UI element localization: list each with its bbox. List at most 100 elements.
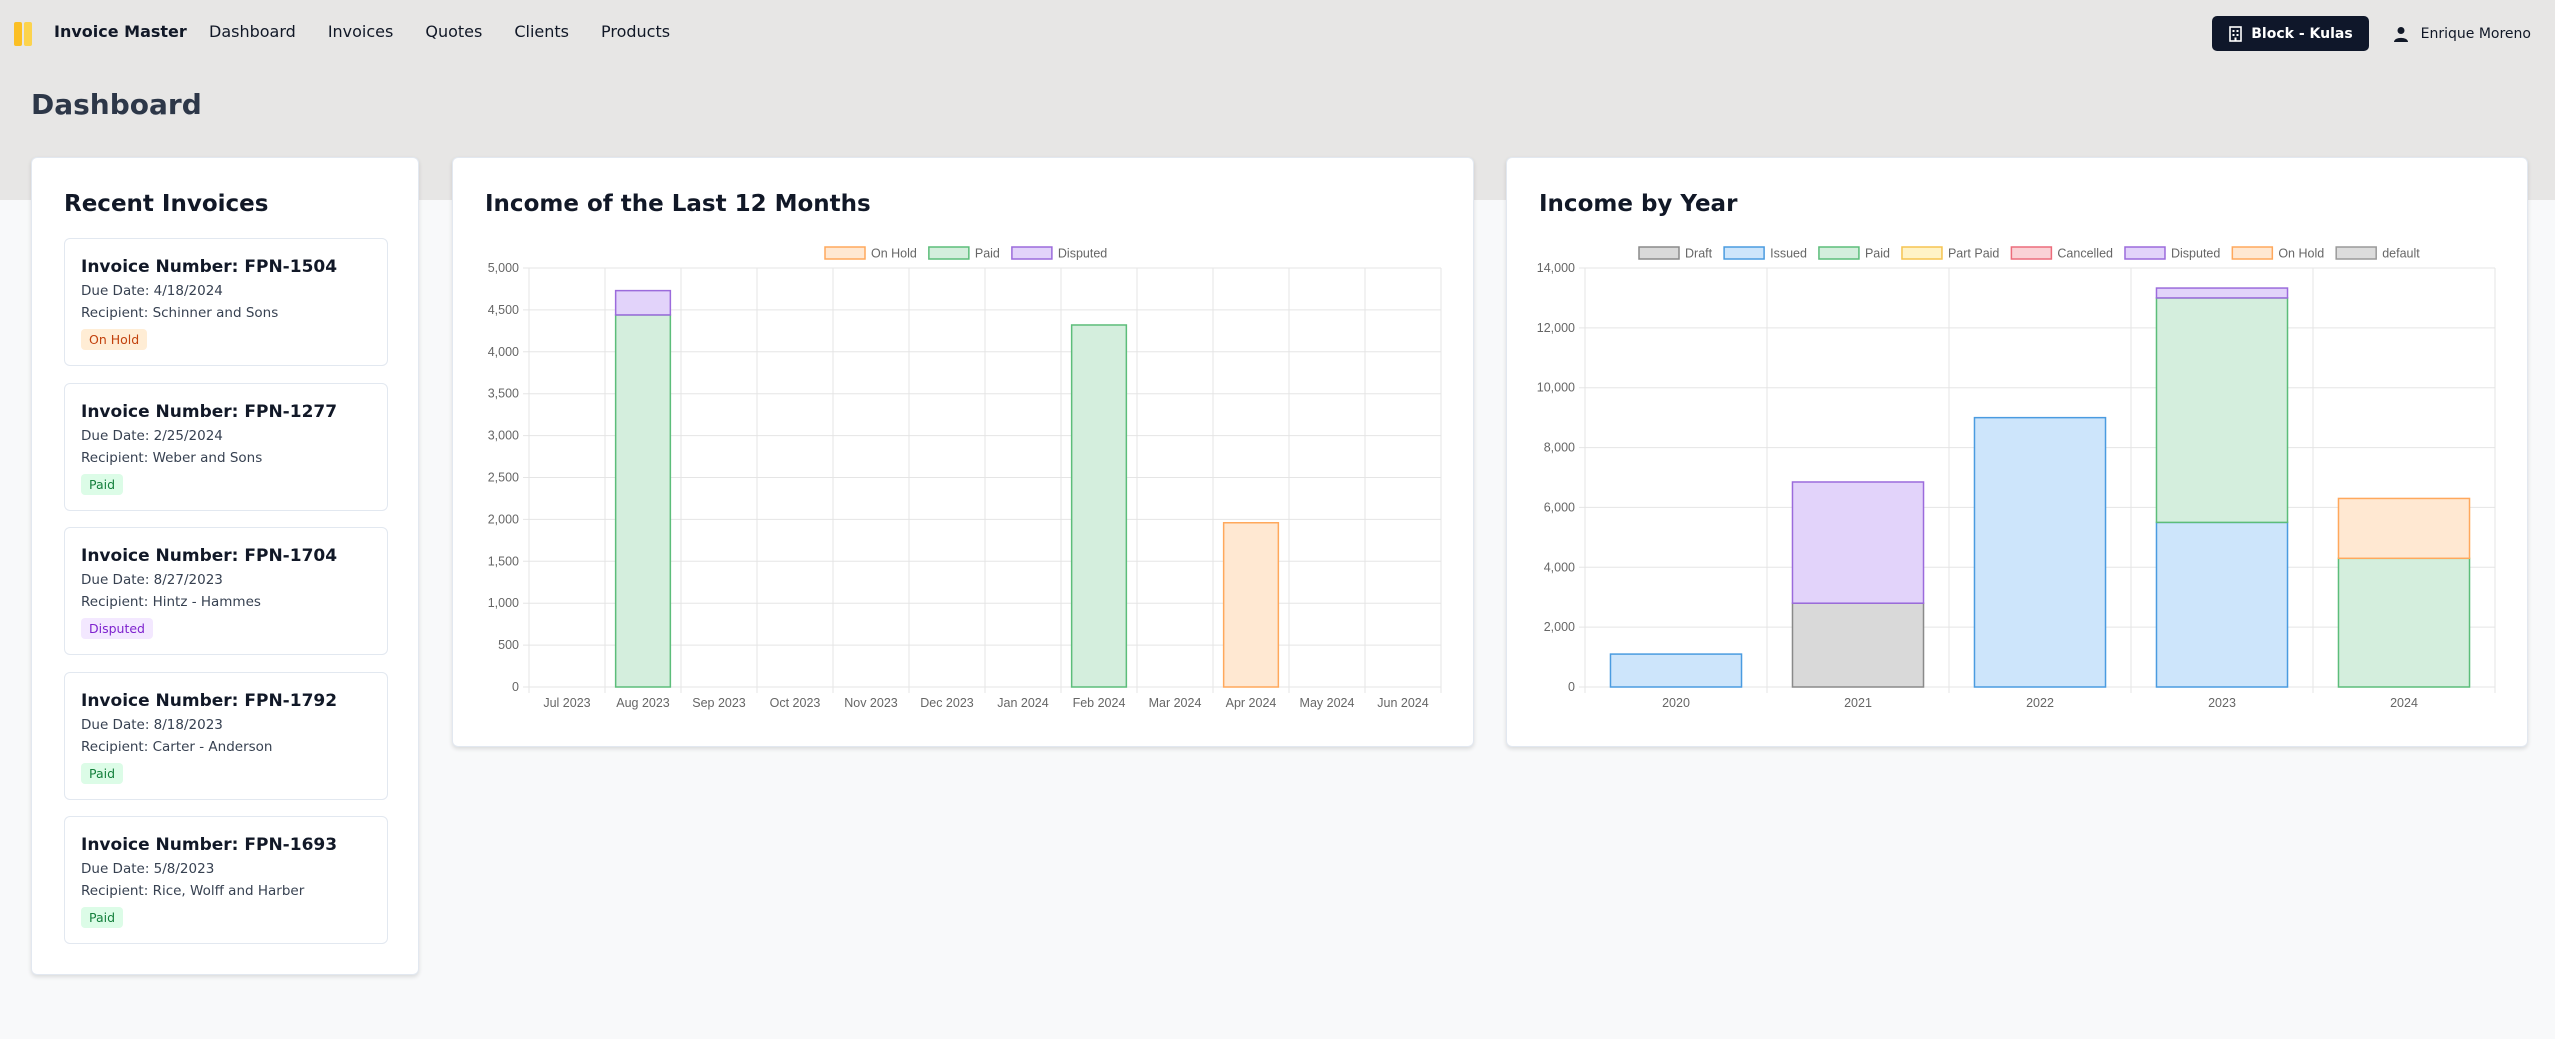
invoice-due-date: Due Date: 2/25/2024 [81,427,223,444]
legend-label: Cancelled [2057,247,2113,261]
recent-invoices-card: Recent Invoices Invoice Number: FPN-1504… [31,157,419,975]
invoice-number: Invoice Number: FPN-1693 [81,835,338,855]
status-badge: Paid [81,473,124,495]
invoice-recipient: Recipient: Weber and Sons [81,449,263,466]
invoice-number: Invoice Number: FPN-1704 [81,546,338,566]
bar-segment [2337,557,2471,688]
y-tick-label: 1,500 [488,554,519,568]
x-tick-label: 2022 [2026,696,2054,710]
bar-segment [2155,521,2289,688]
y-tick-label: 4,500 [488,303,519,317]
legend-label: On Hold [2278,247,2324,261]
page-title: Dashboard [31,88,202,121]
x-tick-label: Oct 2023 [770,696,821,710]
legend-label: Disputed [1058,247,1107,261]
app-brand[interactable]: Invoice Master [54,22,187,41]
bar-segment [2155,287,2289,299]
x-tick-label: Nov 2023 [844,696,898,710]
income-12-months-chart[interactable]: 0 500 1,000 1,500 2,000 2,500 3,000 3,500 4,000 4… [453,158,1475,748]
legend-swatch [1723,246,1765,260]
invoice-recipient: Recipient: Carter - Anderson [81,738,273,755]
x-tick-label: Jul 2023 [543,696,590,710]
legend-swatch [928,246,970,260]
organization-label: Block - Kulas [2251,25,2353,42]
bar-segment [2155,297,2289,524]
bar-segment [1222,522,1280,688]
invoice-due-date: Due Date: 5/8/2023 [81,861,215,877]
x-tick-label: Jun 2024 [1377,696,1428,710]
status-badge: Paid [81,762,124,784]
status-badge: Disputed [81,618,153,639]
nav-link-quotes[interactable]: Quotes [425,22,483,41]
legend-label: Issued [1770,247,1807,261]
x-tick-label: Apr 2024 [1226,696,1277,710]
y-tick-label: 3,500 [488,387,519,401]
y-tick-label: 2,500 [488,471,519,485]
nav-link-clients[interactable]: Clients [514,22,569,41]
invoice-recipient: Recipient: Schinner and Sons [81,305,279,321]
x-tick-label: 2023 [2208,696,2236,710]
y-tick-label: 1,000 [488,596,519,610]
legend-swatch [1901,246,1943,260]
y-tick-label: 0 [512,680,519,694]
invoice-due-date: Due Date: 4/18/2024 [81,283,223,299]
recent-invoices-title: Recent Invoices [64,191,269,217]
bar-segment [1791,481,1925,604]
y-tick-label: 2,000 [488,512,519,526]
x-tick-label: Feb 2024 [1073,696,1126,710]
invoice-list-item[interactable]: Invoice Number: FPN-1693 Due Date: 5/8/2… [64,816,388,944]
x-tick-label: Jan 2024 [997,696,1048,710]
app-logo-icon[interactable] [14,22,40,46]
bar-segment [2337,497,2471,560]
invoice-list-item[interactable]: Invoice Number: FPN-1504 Due Date: 4/18/… [64,238,388,366]
y-tick-label: 12,000 [1537,321,1575,335]
user-icon [2393,26,2408,42]
y-tick-label: 4,000 [488,345,519,359]
legend-swatch [2010,246,2053,260]
legend-label: Paid [1865,247,1890,261]
legend-swatch [2231,246,2274,260]
invoice-list-item[interactable]: Invoice Number: FPN-1704 Due Date: 8/27/… [64,527,388,655]
legend-swatch [2335,246,2377,260]
y-tick-label: 0 [1568,680,1575,694]
nav-link-dashboard[interactable]: Dashboard [209,22,296,41]
x-tick-label: Dec 2023 [920,696,974,710]
x-tick-label: Mar 2024 [1149,696,1202,710]
x-tick-label: May 2024 [1300,696,1355,710]
y-tick-label: 5,000 [488,261,519,275]
y-tick-label: 14,000 [1537,261,1575,275]
bar-segment [1791,602,1925,688]
invoice-number: Invoice Number: FPN-1504 [81,257,338,277]
x-tick-label: 2021 [1844,696,1872,710]
y-tick-label: 6,000 [1544,500,1575,514]
user-menu[interactable]: Enrique Moreno [2393,26,2531,42]
nav-link-products[interactable]: Products [601,22,671,41]
invoice-recipient: Recipient: Hintz - Hammes [81,594,261,610]
chart-title: Income of the Last 12 Months [485,191,871,217]
organization-button[interactable]: Block - Kulas [2212,16,2369,51]
income-last-12-months-card: Income of the Last 12 Months 0 500 1,000 1,… [452,157,1474,747]
invoice-list-item[interactable]: Invoice Number: FPN-1792 Due Date: 8/18/… [64,671,388,800]
legend-label: On Hold [871,247,917,261]
bar-segment [1070,324,1128,688]
bar-segment [614,314,672,688]
invoice-number: Invoice Number: FPN-1792 [81,690,338,711]
invoice-number: Invoice Number: FPN-1277 [81,401,338,422]
invoice-due-date: Due Date: 8/27/2023 [81,572,223,588]
status-badge: Paid [81,907,124,928]
bar-segment [1973,416,2107,688]
y-tick-label: 2,000 [1544,620,1575,634]
nav-link-invoices[interactable]: Invoices [327,22,394,41]
top-navbar: Invoice Master Dashboard Invoices Quotes… [0,0,2555,68]
x-tick-label: Sep 2023 [692,696,746,710]
legend-label: Part Paid [1948,247,1999,261]
invoice-recipient: Recipient: Rice, Wolff and Harber [81,883,305,899]
legend-label: Disputed [2171,247,2220,261]
invoice-list-item[interactable]: Invoice Number: FPN-1277 Due Date: 2/25/… [64,382,388,511]
user-name: Enrique Moreno [2420,25,2531,42]
building-icon [2229,25,2243,42]
status-badge: On Hold [81,329,148,350]
income-by-year-chart[interactable]: 0 2,000 4,000 6,000 8,000 10,000 12,000 14,000 2… [1507,158,2529,748]
invoice-due-date: Due Date: 8/18/2023 [81,716,223,733]
legend-swatch [1638,246,1680,260]
